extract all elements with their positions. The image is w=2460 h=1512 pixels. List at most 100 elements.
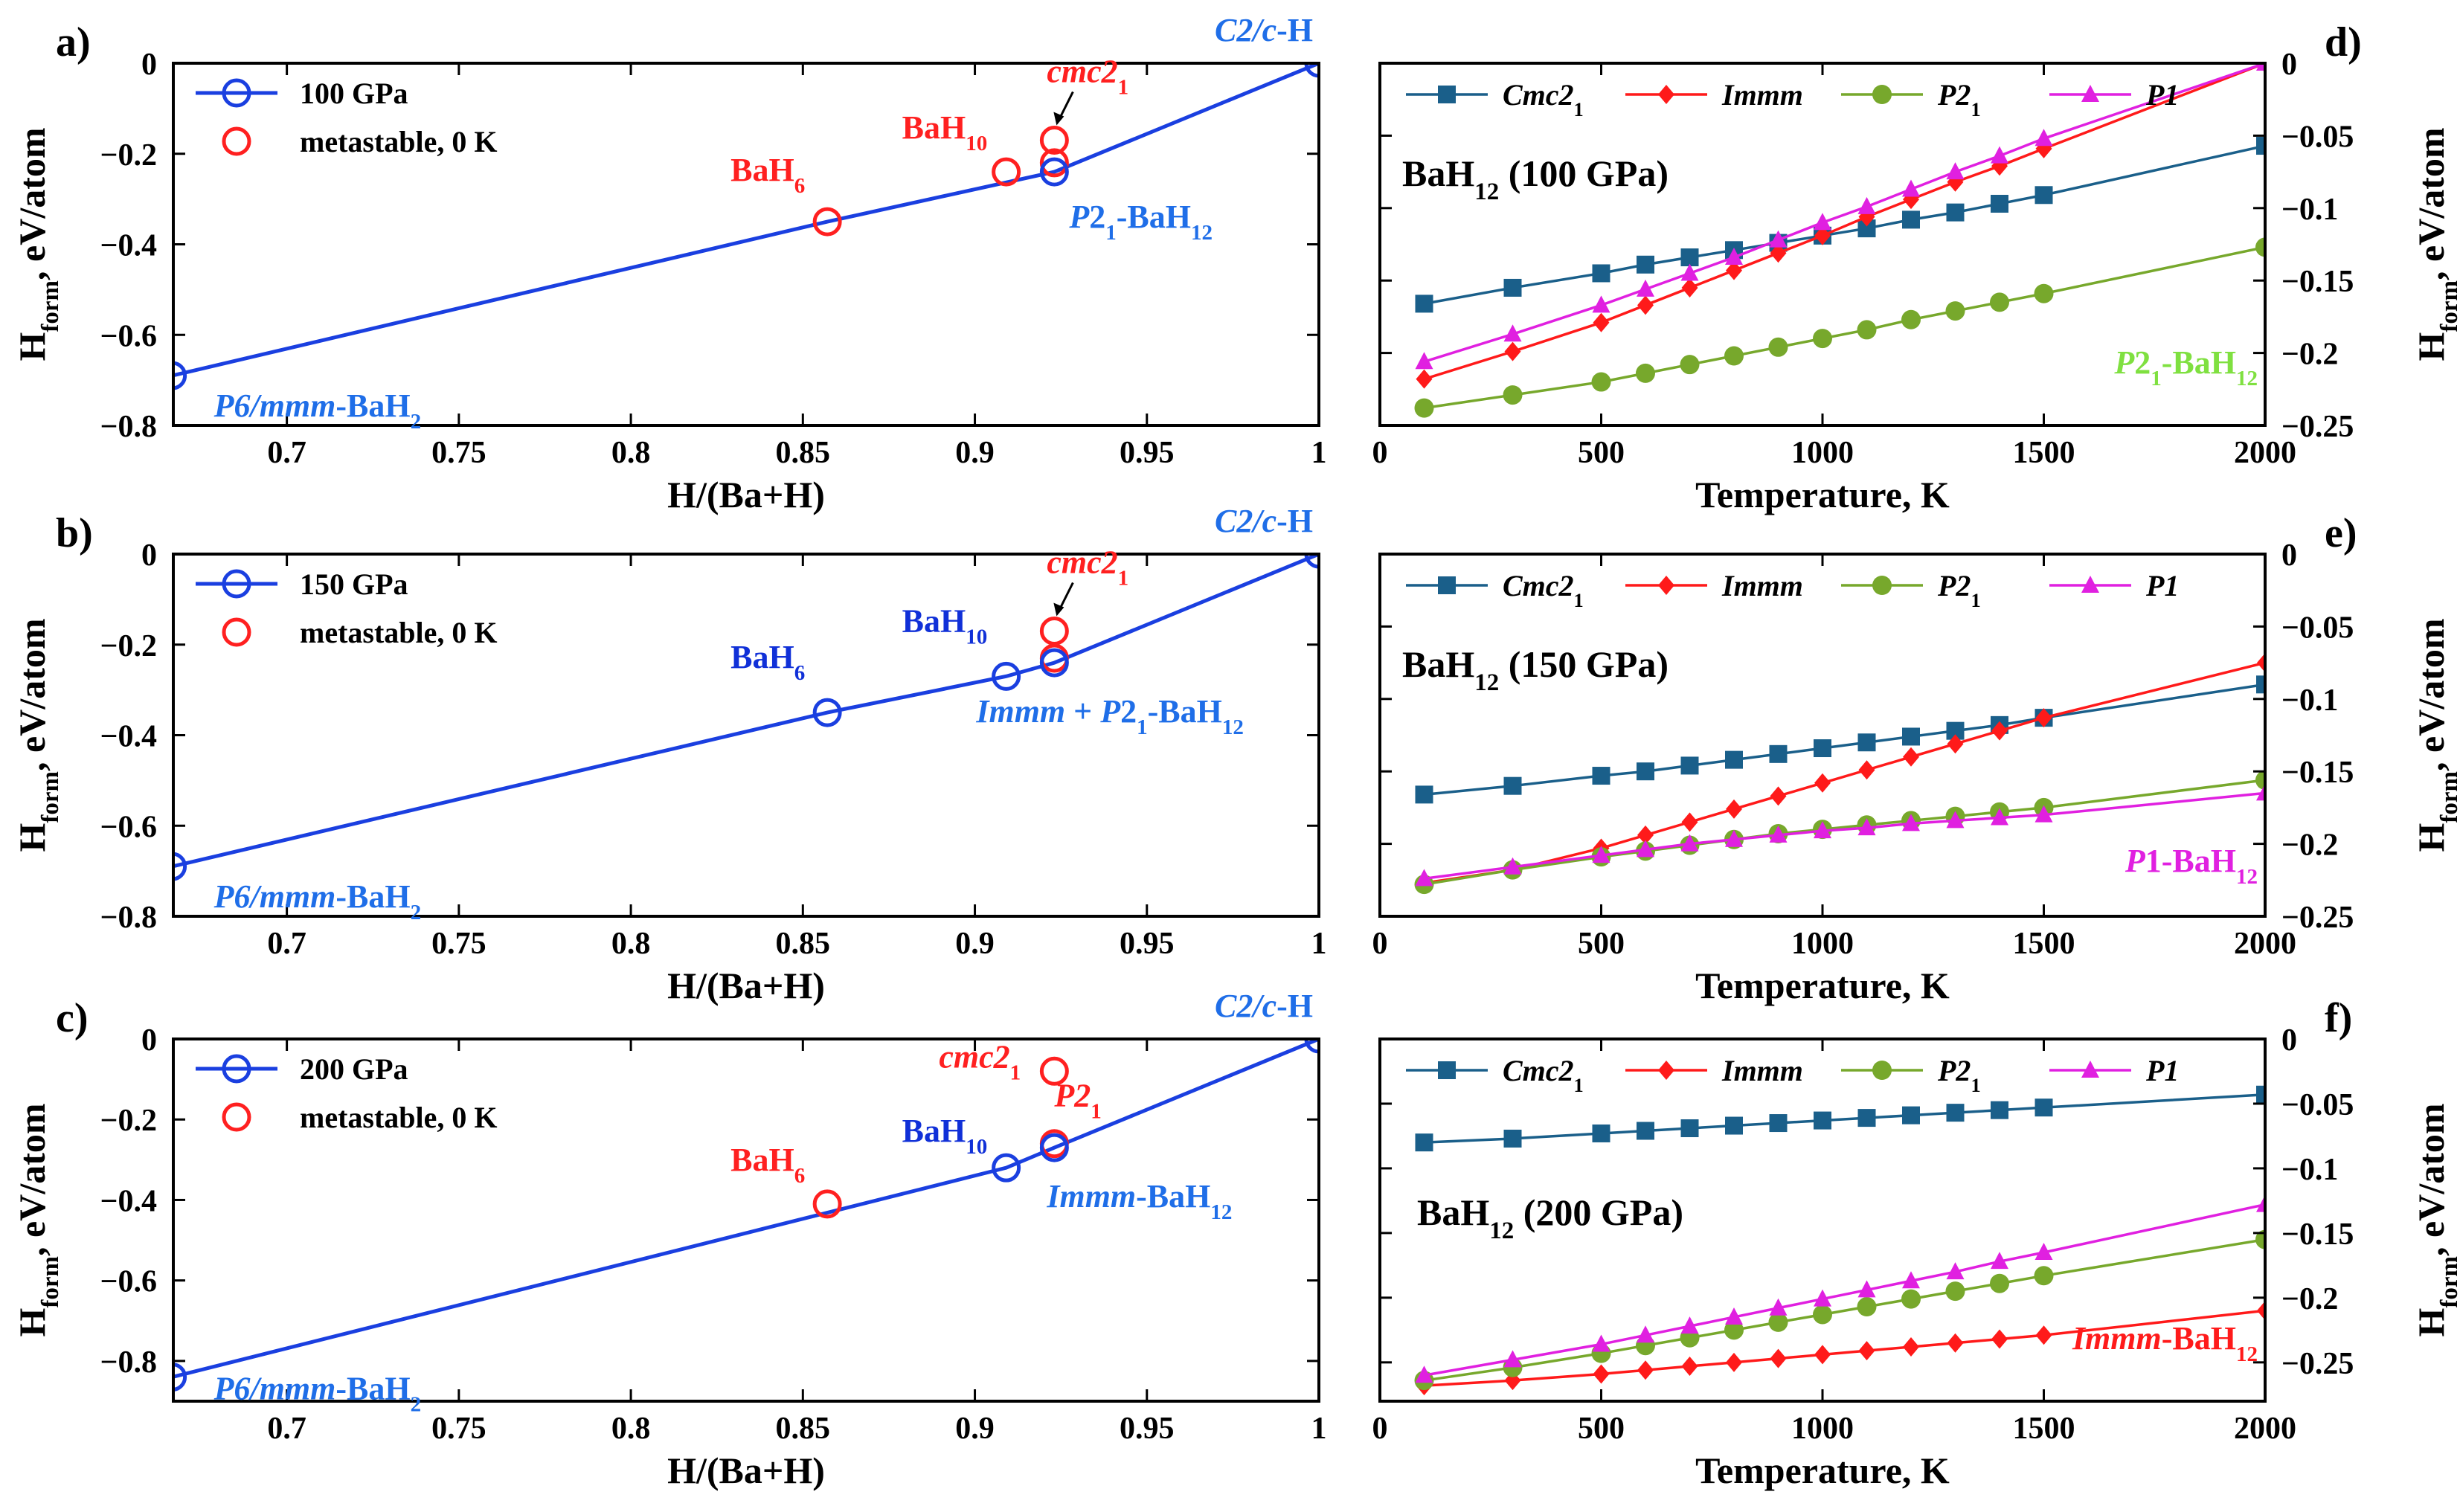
enthalpy-panel: 0 500 1000 1500 2000 0 −0.05 −0.1 −0.15 −0.2 −0.25… [1372, 995, 2460, 1491]
text-part: BaH [730, 152, 794, 188]
legend-label: metastable, 0 K [300, 1101, 498, 1134]
legend-label: P1 [2145, 569, 2179, 602]
series-line [1424, 1093, 2265, 1144]
phase-annotation: Immm-BaH12 [1046, 1178, 1232, 1224]
data-point [1680, 1316, 1699, 1334]
panel-label: c) [56, 995, 89, 1041]
legend-label: 200 GPa [300, 1052, 408, 1086]
text-part: H [2410, 823, 2452, 852]
legend: 100 GPa metastable, 0 K [196, 77, 498, 158]
data-point [1593, 1364, 1610, 1384]
series-line [1424, 245, 2265, 410]
legend-marker [222, 78, 251, 108]
legend: Cmc21 Immm P21 P1 [1406, 1054, 2179, 1096]
legend-marker [222, 1054, 251, 1084]
text-part: cmc2 [1047, 53, 1117, 89]
panel-title: BaH12 (100 GPa) [1402, 152, 1669, 205]
data-point [1991, 146, 2008, 164]
text-part: 12 [2236, 367, 2258, 390]
stable-point [1039, 157, 1069, 187]
phase-annotation: P21-BaH12 [1068, 199, 1213, 245]
text-part: P6/mmm [213, 1371, 336, 1407]
panel-label: a) [56, 19, 91, 65]
x-tick-label: 1500 [2013, 1412, 2075, 1446]
text-part: form [2436, 771, 2460, 823]
text-part: Immm [2072, 1320, 2162, 1357]
legend-label: P21 [1937, 1054, 1981, 1096]
x-tick-label: 1500 [2013, 927, 2075, 961]
panel-label: e) [2325, 510, 2357, 556]
x-tick-label: 0.85 [776, 1412, 831, 1446]
x-tick-label: 0.75 [431, 436, 486, 470]
x-axis-label: Temperature, K [1695, 965, 1950, 1006]
data-point [1991, 194, 2008, 213]
data-point [1592, 264, 1610, 283]
text-part: 1 [1118, 75, 1129, 99]
data-point [1725, 750, 1743, 769]
y-axis-label: Hform, eV/atom [2410, 618, 2460, 852]
data-point [1637, 1360, 1654, 1380]
legend-label: metastable, 0 K [300, 125, 498, 158]
data-point [1770, 243, 1787, 263]
data-point [1593, 312, 1610, 332]
y-axis-label: Hform, eV/atom [11, 127, 64, 361]
x-tick-label: 0.8 [611, 436, 651, 470]
text-part: 1 [1971, 589, 1980, 611]
y-tick-label: −0.4 [100, 229, 157, 263]
data-point [1857, 320, 1877, 340]
y-tick-label: 0 [2281, 48, 2297, 82]
text-part: P2 [1937, 569, 1971, 602]
data-point [1680, 756, 1699, 775]
metastable-point [1039, 1056, 1069, 1086]
text-part: 12 [1210, 1200, 1232, 1224]
series-p1 [1415, 1194, 2265, 1383]
legend-label: Cmc21 [1503, 1054, 1584, 1096]
data-point [1415, 352, 1433, 370]
data-point [1991, 1329, 2008, 1349]
data-point [1946, 203, 1965, 222]
plot-area [1414, 1085, 2265, 1396]
data-point [1947, 734, 1964, 754]
text-part: 2 [1089, 199, 1105, 235]
series-line [1424, 661, 2265, 884]
x-tick-label: 0.7 [267, 1412, 306, 1446]
panel-label: b) [56, 510, 93, 556]
convex-hull-line [173, 1039, 1319, 1379]
x-tick-label: 0.95 [1120, 436, 1175, 470]
plot-area [1414, 653, 2265, 895]
x-axis-label: H/(Ba+H) [667, 965, 825, 1006]
data-point [1814, 225, 1831, 245]
y-tick-label: −0.2 [2281, 338, 2338, 372]
text-part: -H [1276, 503, 1313, 539]
series-line [1424, 683, 2265, 797]
data-point [2256, 675, 2265, 694]
text-part: C2/ [1215, 503, 1265, 539]
data-point [1415, 869, 1433, 887]
x-tick-label: 0.7 [267, 436, 306, 470]
data-point [1991, 808, 2008, 826]
series-cmc2 [1415, 1085, 2265, 1152]
metastable-point [812, 1189, 842, 1219]
data-point [1769, 825, 1788, 843]
text-part: Immm [1721, 78, 1803, 112]
data-point [1857, 733, 1876, 752]
x-tick-label: 500 [1578, 436, 1625, 470]
text-part: 10 [966, 132, 987, 155]
data-point [1680, 355, 1700, 375]
text-part: -H [1276, 12, 1313, 48]
y-tick-label: 0 [141, 48, 157, 82]
text-part: BaH [730, 1142, 794, 1178]
phase-annotation: P6/mmm-BaH2 [213, 387, 422, 434]
data-point [2256, 137, 2265, 155]
data-point [2035, 186, 2053, 205]
phase-annotation: BaH10 [902, 109, 988, 155]
text-part: BaH [902, 1113, 966, 1149]
data-point [1726, 260, 1742, 280]
x-tick-label: 0.8 [611, 1412, 651, 1446]
data-point [2256, 63, 2265, 71]
y-tick-label: −0.8 [100, 901, 157, 935]
x-tick-label: 0.85 [776, 436, 831, 470]
data-point [2081, 85, 2099, 102]
text-part: (200 GPa) [1514, 1191, 1683, 1233]
text-part: , eV/atom [2410, 618, 2452, 771]
